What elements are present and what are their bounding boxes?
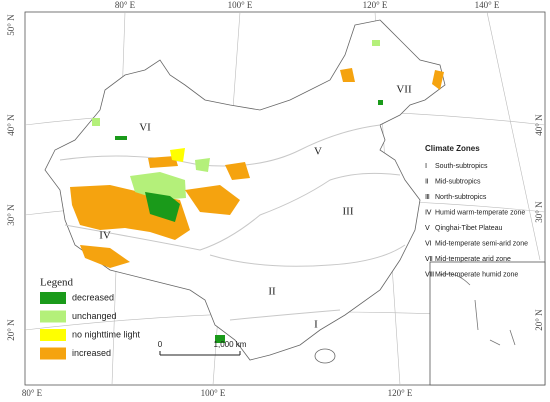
scale-bar: 0 1,000 km bbox=[158, 340, 247, 356]
longitude-label: 100° E bbox=[228, 0, 253, 10]
zone-name: Qinghai-Tibet Plateau bbox=[435, 225, 503, 232]
zone-numeral: Ⅶ bbox=[425, 256, 433, 263]
zone-name: Mid-subtropics bbox=[435, 178, 481, 185]
longitude-label: 80° E bbox=[115, 0, 136, 10]
scale-end: 1,000 km bbox=[214, 340, 247, 349]
latitude-label: 40° N bbox=[534, 114, 544, 136]
latitude-label: 50° N bbox=[6, 14, 16, 36]
zone-numeral: Ⅷ bbox=[425, 271, 434, 278]
zone-numeral: Ⅲ bbox=[425, 194, 430, 201]
longitude-label: 140° E bbox=[475, 0, 500, 10]
latitude-label: 20° N bbox=[6, 319, 16, 341]
legend-title: Legend bbox=[40, 277, 73, 289]
zone-numeral: IV bbox=[99, 230, 111, 242]
zone-name: North-subtropics bbox=[435, 194, 487, 201]
legend-label: increased bbox=[72, 348, 111, 358]
zone-numeral: I bbox=[314, 319, 318, 331]
longitude-label: 100° E bbox=[201, 388, 226, 398]
zone-name: Humid warm-temperate zone bbox=[435, 209, 525, 216]
zone-numeral: V bbox=[314, 146, 322, 158]
inset-frame bbox=[429, 261, 546, 386]
hainan bbox=[314, 348, 336, 364]
zone-name: Mid-temperate semi-arid zone bbox=[435, 240, 528, 247]
legend-label: no nighttime light bbox=[72, 329, 141, 339]
zone-numeral: VII bbox=[396, 84, 412, 96]
zone-numeral: II bbox=[268, 286, 276, 298]
longitude-label: 120° E bbox=[388, 388, 413, 398]
zone-numeral: Ⅱ bbox=[425, 178, 428, 185]
zone-name: South-subtropics bbox=[435, 163, 488, 170]
change-patches bbox=[70, 40, 444, 343]
latitude-label: 30° N bbox=[6, 204, 16, 226]
china-outline bbox=[44, 19, 446, 361]
latitude-label: 20° N bbox=[534, 309, 544, 331]
legend-label: decreased bbox=[72, 292, 114, 302]
zone-numeral: VI bbox=[139, 122, 151, 134]
longitude-label: 120° E bbox=[363, 0, 388, 10]
legend-swatch bbox=[40, 347, 66, 360]
longitude-label: 80° E bbox=[22, 388, 43, 398]
zone-numeral: Ⅰ bbox=[425, 163, 427, 170]
legend-label: unchanged bbox=[72, 311, 117, 321]
zone-numeral: Ⅵ bbox=[425, 240, 431, 247]
legend-swatch bbox=[40, 310, 66, 323]
latitude-label: 30° N bbox=[534, 201, 544, 223]
legend-swatch bbox=[40, 329, 66, 341]
inset-islands bbox=[439, 273, 516, 346]
zone-numeral: Ⅴ bbox=[425, 225, 430, 232]
legend-swatch bbox=[40, 292, 66, 304]
zone-name: Mid-temperate arid zone bbox=[435, 256, 511, 263]
zone-numeral: III bbox=[343, 206, 354, 218]
zone-name: Mid-temperate humid zone bbox=[435, 271, 518, 278]
scale-start: 0 bbox=[158, 340, 163, 349]
climate-zones-title: Climate Zones bbox=[425, 144, 480, 153]
latitude-label: 40° N bbox=[6, 114, 16, 136]
zone-numeral: Ⅳ bbox=[425, 209, 432, 216]
